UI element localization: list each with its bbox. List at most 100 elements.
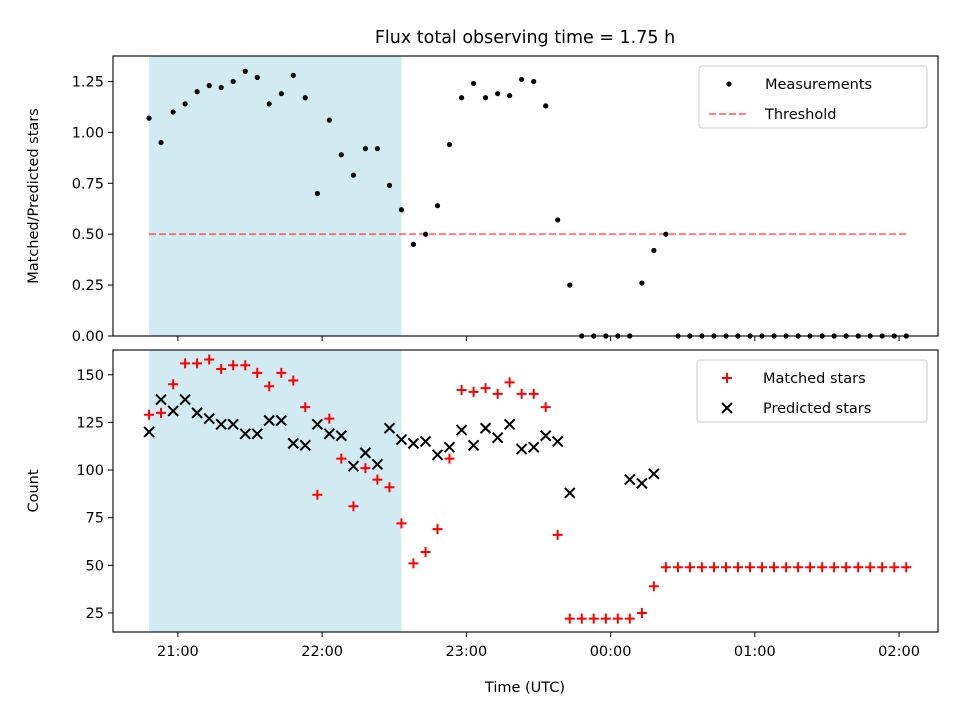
point-0-34 xyxy=(555,217,561,223)
point-0-13 xyxy=(300,402,311,413)
point-0-17 xyxy=(348,501,359,512)
point-0-59 xyxy=(853,562,864,573)
point-0-28 xyxy=(480,383,491,394)
point-0-41 xyxy=(639,280,645,286)
point-1-29 xyxy=(491,431,504,444)
point-0-21 xyxy=(396,518,407,529)
point-0-63 xyxy=(901,562,912,573)
point-0-52 xyxy=(769,562,780,573)
chart-title: Flux total observing time = 1.75 h xyxy=(375,28,675,48)
y-tick-label-5: 1.25 xyxy=(72,74,104,90)
point-0-5 xyxy=(206,82,212,89)
y-tick-label-0: 25 xyxy=(86,606,104,622)
point-0-51 xyxy=(757,562,768,573)
point-1-33 xyxy=(539,430,552,442)
point-1-34 xyxy=(551,435,564,448)
y-tick-label-1: 50 xyxy=(86,558,104,574)
point-1-36 xyxy=(624,473,636,486)
x-tick-label-1: 22:00 xyxy=(301,644,343,660)
point-0-56 xyxy=(817,562,828,573)
point-1-0 xyxy=(143,426,155,438)
point-1-18 xyxy=(359,447,372,459)
point-0-43 xyxy=(660,562,671,573)
point-0-44 xyxy=(672,562,683,573)
point-0-9 xyxy=(252,367,263,378)
point-0-11 xyxy=(278,91,284,97)
point-1-1 xyxy=(155,393,167,406)
point-1-15 xyxy=(323,428,336,440)
series-measurements xyxy=(146,68,909,339)
point-0-55 xyxy=(805,562,816,573)
point-0-14 xyxy=(312,489,323,500)
point-0-33 xyxy=(543,103,549,109)
point-0-27 xyxy=(470,80,477,87)
ratio-panel: 0.00 0.25 0.50 0.75 1.00 1.25 Matched/Predicte… xyxy=(26,55,939,345)
point-0-42 xyxy=(651,247,657,254)
y-tick-label-0: 0.00 xyxy=(72,329,104,345)
point-0-1 xyxy=(158,139,164,146)
point-0-23 xyxy=(420,546,431,557)
point-0-16 xyxy=(338,152,344,158)
point-0-33 xyxy=(540,402,551,413)
point-0-31 xyxy=(519,76,525,83)
point-0-32 xyxy=(531,78,537,85)
point-1-10 xyxy=(263,414,275,427)
y-tick-label-4: 1.00 xyxy=(72,125,104,141)
point-0-2 xyxy=(168,379,179,390)
x-tick-label-5: 02:00 xyxy=(878,644,920,660)
y-tick-label-2: 0.50 xyxy=(72,227,104,243)
legend-marker-matched xyxy=(722,373,732,383)
point-1-28 xyxy=(479,422,492,434)
point-1-19 xyxy=(371,458,384,471)
legend-label-0: Matched stars xyxy=(763,371,866,387)
point-0-4 xyxy=(194,89,200,95)
point-0-62 xyxy=(889,562,900,573)
point-1-17 xyxy=(347,460,360,472)
point-0-8 xyxy=(240,360,251,371)
point-0-12 xyxy=(290,72,296,78)
legend-frame xyxy=(698,65,928,129)
point-1-4 xyxy=(191,407,203,419)
point-0-3 xyxy=(182,101,188,107)
point-0-22 xyxy=(410,241,417,247)
point-1-27 xyxy=(467,439,480,451)
point-1-30 xyxy=(503,418,516,431)
point-0-37 xyxy=(588,613,599,624)
point-0-35 xyxy=(567,282,573,288)
point-0-21 xyxy=(398,207,405,213)
point-1-35 xyxy=(564,487,576,499)
point-1-22 xyxy=(407,437,420,450)
point-0-19 xyxy=(374,146,380,152)
x-tick-label-0: 21:00 xyxy=(157,644,199,660)
legend-marker-predicted xyxy=(721,402,733,414)
point-1-23 xyxy=(419,435,432,448)
x-axis-label: Time (UTC) xyxy=(484,680,565,696)
point-0-13 xyxy=(302,95,308,101)
point-0-23 xyxy=(422,231,429,237)
point-1-3 xyxy=(179,393,191,406)
point-0-20 xyxy=(384,482,395,493)
x-tick-label-2: 23:00 xyxy=(445,644,487,660)
observing-span xyxy=(149,350,402,632)
point-0-27 xyxy=(468,386,479,397)
point-0-15 xyxy=(326,117,332,123)
count-panel: 25 50 75 100 125 150 Count 21:00 22:00 23:00 00:00… xyxy=(26,349,939,660)
point-0-22 xyxy=(408,558,419,569)
point-0-57 xyxy=(829,562,840,573)
point-1-12 xyxy=(287,437,299,450)
point-0-8 xyxy=(242,68,248,74)
legend-label-0: Measurements xyxy=(765,77,872,93)
x-tick-label-3: 00:00 xyxy=(590,644,632,660)
y-axis-label: Matched/Predicted stars xyxy=(26,108,42,284)
legend: Measurements Threshold xyxy=(698,65,928,129)
point-0-29 xyxy=(495,91,501,97)
y-tick-label-4: 125 xyxy=(76,415,104,431)
point-0-14 xyxy=(314,190,320,197)
point-0-43 xyxy=(663,231,669,237)
series-predicted-stars xyxy=(143,393,660,499)
point-0-40 xyxy=(624,613,635,624)
point-0-48 xyxy=(720,562,731,573)
point-0-17 xyxy=(350,172,357,178)
point-0-49 xyxy=(732,562,743,573)
point-1-9 xyxy=(251,428,263,440)
